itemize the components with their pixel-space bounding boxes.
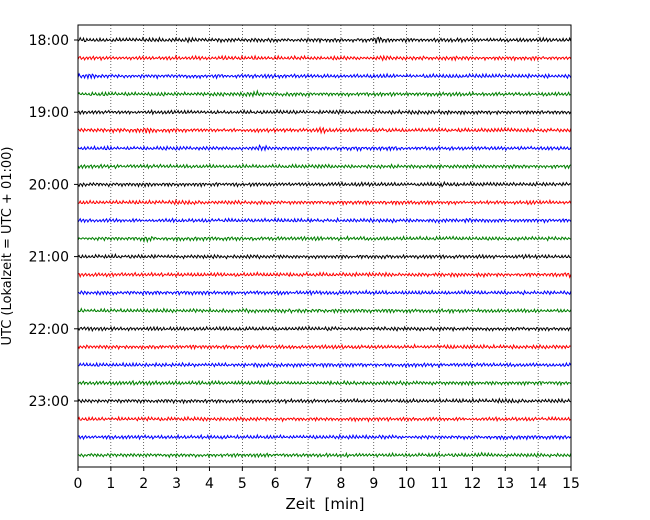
trace-line <box>77 451 572 459</box>
trace-line <box>77 235 572 244</box>
trace-line <box>77 361 572 369</box>
trace-line <box>77 163 572 170</box>
trace-line <box>77 72 572 80</box>
x-tick-label: 2 <box>139 476 148 492</box>
trace-line <box>77 289 572 297</box>
x-tick-label: 15 <box>562 476 580 492</box>
trace-line <box>77 126 572 135</box>
x-tick-label: 7 <box>304 476 313 492</box>
x-axis-ticks: 0 1 2 3 4 5 6 7 8 9 10 11 12 13 14 15 <box>74 467 580 492</box>
y-axis-label: UTC (Lokalzeit = UTC + 01:00) <box>0 147 15 346</box>
trace-line <box>77 216 572 224</box>
x-tick-label: 1 <box>106 476 115 492</box>
trace-line <box>77 144 572 153</box>
y-axis-ticks: 18:00 19:00 20:00 21:00 22:00 23:00 <box>29 33 78 410</box>
y-tick-label: 18:00 <box>29 33 69 49</box>
x-tick-label: 10 <box>398 476 416 492</box>
trace-line <box>77 36 572 44</box>
trace-line <box>77 343 572 351</box>
trace-line <box>77 325 571 333</box>
trace-line <box>77 397 572 405</box>
plot-area <box>78 25 571 467</box>
trace-line <box>77 433 572 441</box>
x-axis-label: Zeit [min] <box>285 495 364 513</box>
y-tick-label: 21:00 <box>29 250 69 266</box>
y-tick-label: 20:00 <box>29 177 69 193</box>
trace-line <box>77 307 572 315</box>
trace-line <box>77 252 571 260</box>
x-tick-label: 14 <box>529 476 547 492</box>
seismogram-traces <box>77 36 572 459</box>
y-tick-label: 22:00 <box>29 322 69 338</box>
y-tick-label: 23:00 <box>29 394 69 410</box>
x-tick-label: 6 <box>271 476 280 492</box>
plot-frame <box>77 24 572 468</box>
trace-line <box>77 271 572 279</box>
x-tick-label: 9 <box>369 476 378 492</box>
x-tick-label: 4 <box>205 476 214 492</box>
y-tick-label: 19:00 <box>29 105 69 121</box>
x-tick-label: 5 <box>238 476 247 492</box>
x-tick-label: 3 <box>172 476 181 492</box>
trace-line <box>77 54 572 62</box>
trace-line <box>77 180 571 188</box>
trace-line <box>77 415 572 423</box>
x-tick-label: 12 <box>463 476 481 492</box>
trace-line <box>77 89 572 99</box>
trace-line <box>77 379 572 387</box>
x-tick-label: 13 <box>496 476 514 492</box>
trace-line <box>77 108 572 116</box>
x-tick-label: 0 <box>74 476 83 492</box>
x-tick-label: 11 <box>431 476 449 492</box>
trace-line <box>77 198 572 207</box>
x-tick-label: 8 <box>336 476 345 492</box>
